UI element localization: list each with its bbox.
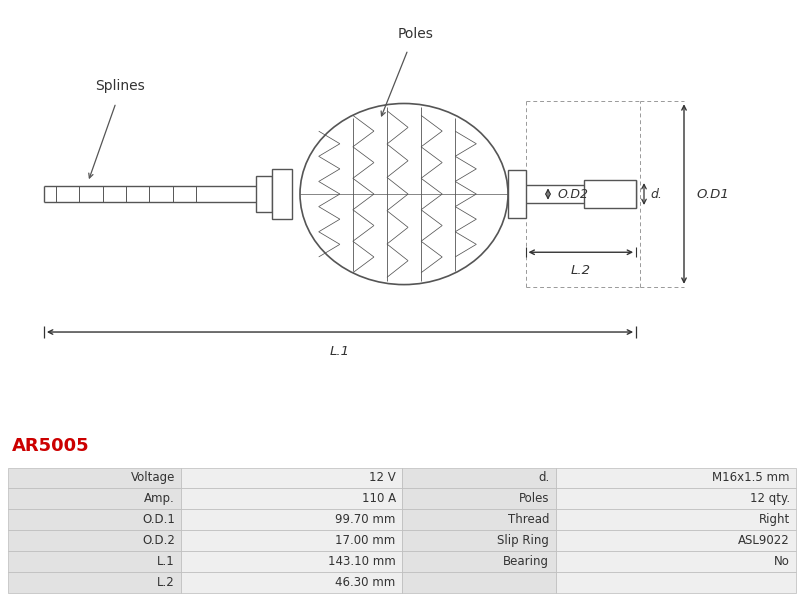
Bar [556, 488, 796, 509]
Bar [182, 551, 402, 572]
Bar [402, 488, 556, 509]
Text: 110 A: 110 A [362, 492, 396, 505]
Text: L.2: L.2 [570, 264, 590, 277]
Text: L.2: L.2 [158, 576, 175, 589]
Bar [182, 488, 402, 509]
Text: 46.30 mm: 46.30 mm [335, 576, 396, 589]
Text: Amp.: Amp. [144, 492, 175, 505]
Text: 17.00 mm: 17.00 mm [335, 534, 396, 547]
Text: Right: Right [758, 513, 790, 526]
Text: Poles: Poles [519, 492, 550, 505]
Text: O.D.1: O.D.1 [142, 513, 175, 526]
Bar [556, 551, 796, 572]
Bar [8, 572, 182, 593]
Bar [556, 572, 796, 593]
Text: Poles: Poles [398, 28, 434, 41]
Bar [182, 509, 402, 530]
Bar [402, 530, 556, 551]
Text: No: No [774, 555, 790, 568]
Bar [8, 551, 182, 572]
Text: L.1: L.1 [330, 345, 350, 358]
Bar [8, 509, 182, 530]
Text: Voltage: Voltage [130, 471, 175, 485]
Bar [402, 572, 556, 593]
Text: M16x1.5 mm: M16x1.5 mm [712, 471, 790, 485]
Text: 99.70 mm: 99.70 mm [335, 513, 396, 526]
Text: O.D2: O.D2 [558, 187, 589, 201]
Bar [508, 170, 526, 217]
Bar [556, 468, 796, 488]
Bar [556, 509, 796, 530]
Bar [402, 509, 556, 530]
Text: O.D1: O.D1 [696, 187, 729, 201]
Bar [182, 468, 402, 488]
Text: ASL9022: ASL9022 [738, 534, 790, 547]
Bar [182, 572, 402, 593]
Bar [402, 551, 556, 572]
Text: 12 qty.: 12 qty. [750, 492, 790, 505]
Bar [256, 176, 272, 212]
Ellipse shape [300, 103, 508, 285]
Text: O.D.2: O.D.2 [142, 534, 175, 547]
Text: 143.10 mm: 143.10 mm [328, 555, 396, 568]
Bar [556, 530, 796, 551]
Text: d.: d. [650, 187, 662, 201]
Bar [182, 530, 402, 551]
Bar [272, 169, 292, 219]
Bar [8, 530, 182, 551]
Bar [8, 468, 182, 488]
Text: Thread: Thread [508, 513, 550, 526]
Text: Slip Ring: Slip Ring [498, 534, 550, 547]
Text: Bearing: Bearing [503, 555, 550, 568]
Bar [584, 180, 636, 208]
Bar [8, 488, 182, 509]
Text: AR5005: AR5005 [12, 437, 90, 455]
Bar [402, 468, 556, 488]
Text: 12 V: 12 V [369, 471, 396, 485]
Text: Splines: Splines [95, 79, 145, 93]
Text: L.1: L.1 [158, 555, 175, 568]
Text: d.: d. [538, 471, 550, 485]
